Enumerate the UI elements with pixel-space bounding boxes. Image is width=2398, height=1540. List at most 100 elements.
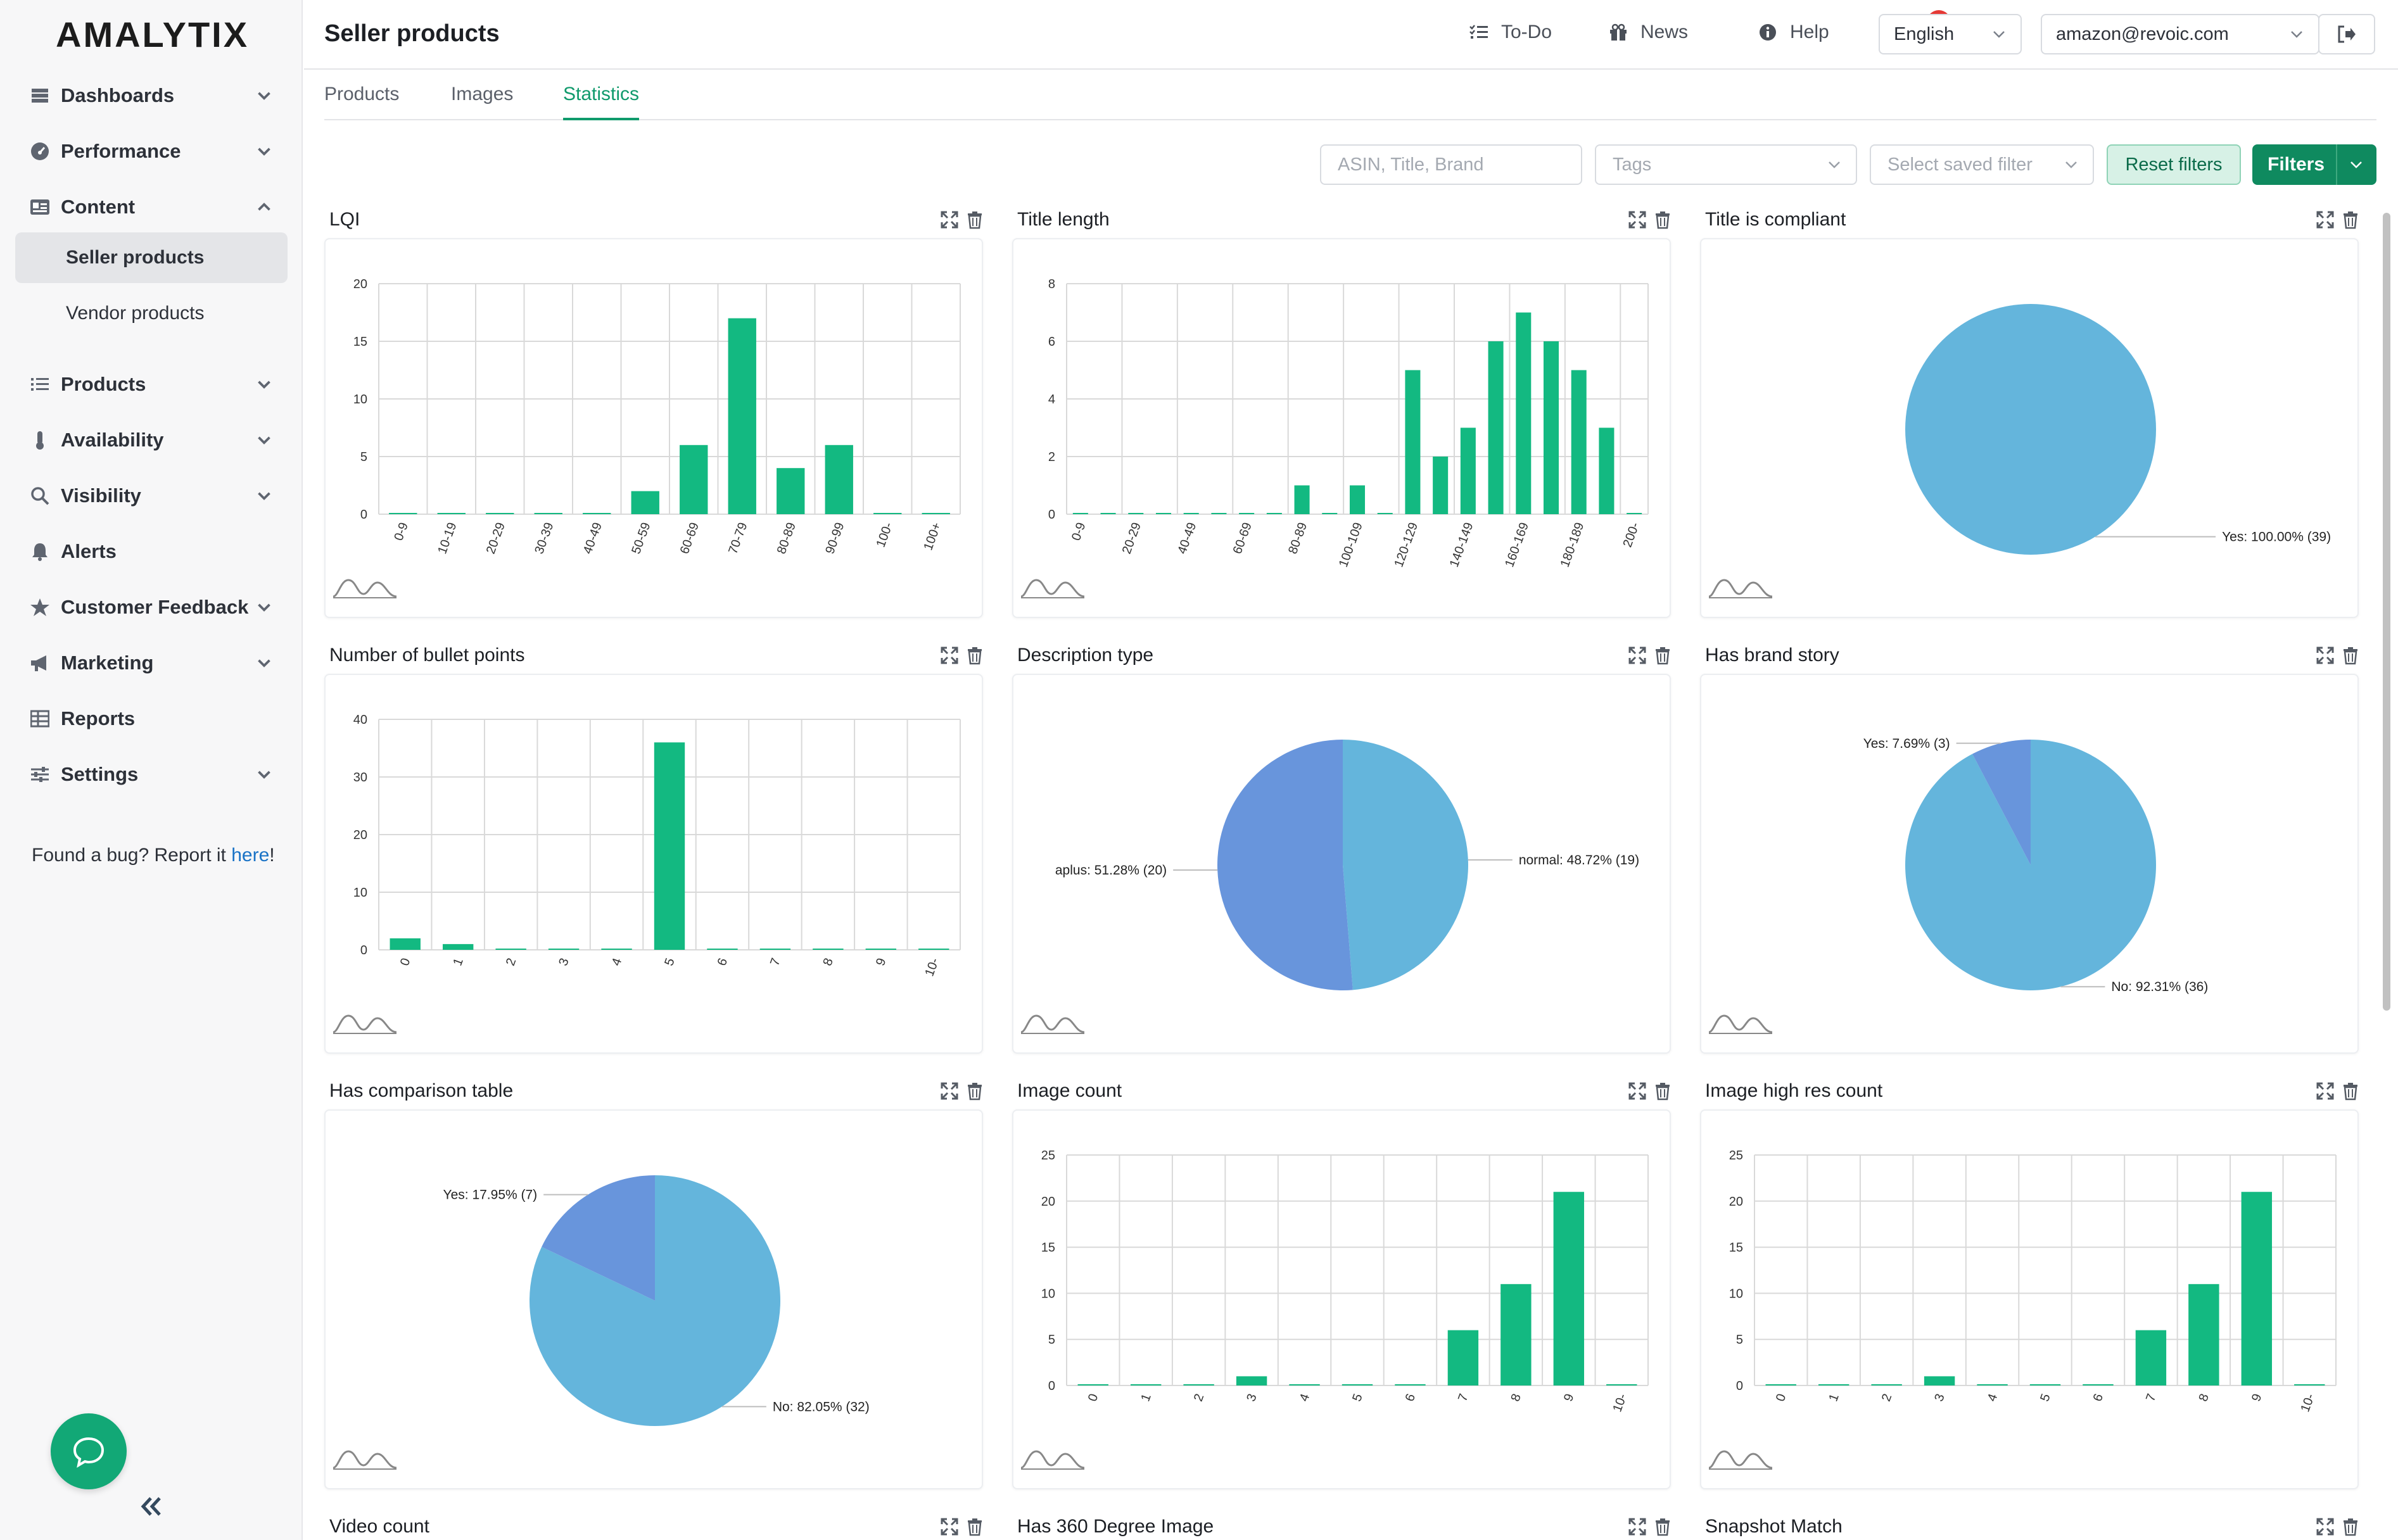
sidebar-item-marketing[interactable]: Marketing <box>0 635 303 691</box>
tab-products[interactable]: Products <box>324 84 400 104</box>
expand-icon[interactable] <box>1628 1082 1647 1101</box>
bar[interactable] <box>1571 370 1587 515</box>
todo-link[interactable]: To-Do <box>1469 22 1552 43</box>
trash-icon[interactable] <box>965 1082 984 1101</box>
bar[interactable] <box>437 513 466 514</box>
logout-button[interactable] <box>2318 14 2375 54</box>
bar[interactable] <box>1543 341 1559 514</box>
bar[interactable] <box>2241 1192 2273 1385</box>
bar[interactable] <box>2188 1284 2219 1385</box>
bar[interactable] <box>1488 341 1504 514</box>
bar[interactable] <box>1266 513 1282 514</box>
bar[interactable] <box>1183 513 1199 514</box>
expand-icon[interactable] <box>940 1517 959 1536</box>
bar[interactable] <box>2083 1384 2114 1385</box>
pie-slice[interactable] <box>1343 740 1468 990</box>
bar[interactable] <box>486 513 514 514</box>
expand-icon[interactable] <box>940 646 959 665</box>
bar[interactable] <box>759 949 791 950</box>
bar[interactable] <box>1871 1384 1902 1385</box>
news-link[interactable]: News <box>1609 22 1688 43</box>
distribution-curve-icon[interactable] <box>1020 1446 1086 1472</box>
bar[interactable] <box>601 949 632 950</box>
bar[interactable] <box>1239 513 1255 514</box>
bar[interactable] <box>2294 1384 2325 1385</box>
bar[interactable] <box>918 949 949 950</box>
distribution-curve-icon[interactable] <box>1020 575 1086 600</box>
bar[interactable] <box>1130 1384 1162 1385</box>
scrollbar-thumb[interactable] <box>2383 213 2390 1011</box>
sidebar-item-dashboards[interactable]: Dashboards <box>0 68 303 123</box>
bar[interactable] <box>922 513 950 514</box>
help-link[interactable]: Help <box>1758 22 1829 43</box>
bar[interactable] <box>707 949 738 950</box>
bar[interactable] <box>548 949 580 950</box>
bar[interactable] <box>1818 1384 1849 1385</box>
account-select[interactable]: amazon@revoic.com <box>2041 14 2319 54</box>
bar[interactable] <box>1236 1376 1267 1385</box>
expand-icon[interactable] <box>1628 210 1647 229</box>
sidebar-item-products[interactable]: Products <box>0 357 303 412</box>
sidebar-item-visibility[interactable]: Visibility <box>0 468 303 524</box>
sidebar-item-settings[interactable]: Settings <box>0 747 303 802</box>
bar[interactable] <box>1395 1384 1426 1385</box>
bar[interactable] <box>1342 1384 1373 1385</box>
expand-icon[interactable] <box>940 1082 959 1101</box>
distribution-curve-icon[interactable] <box>332 1446 398 1472</box>
bar[interactable] <box>1606 1384 1637 1385</box>
sidebar-item-reports[interactable]: Reports <box>0 691 303 747</box>
tab-images[interactable]: Images <box>451 84 514 104</box>
expand-icon[interactable] <box>940 210 959 229</box>
bar[interactable] <box>1553 1192 1585 1385</box>
bar[interactable] <box>1460 427 1476 515</box>
filters-button[interactable]: Filters <box>2252 144 2376 185</box>
trash-icon[interactable] <box>1653 1517 1672 1536</box>
bar[interactable] <box>1405 370 1421 515</box>
distribution-curve-icon[interactable] <box>332 575 398 600</box>
bar[interactable] <box>631 491 659 514</box>
expand-icon[interactable] <box>1628 646 1647 665</box>
tab-statistics[interactable]: Statistics <box>563 84 640 120</box>
bar[interactable] <box>728 318 756 514</box>
trash-icon[interactable] <box>965 210 984 229</box>
expand-icon[interactable] <box>2316 1082 2335 1101</box>
distribution-curve-icon[interactable] <box>1708 1446 1773 1472</box>
distribution-curve-icon[interactable] <box>332 1011 398 1036</box>
expand-icon[interactable] <box>2316 210 2335 229</box>
bar[interactable] <box>1289 1384 1320 1385</box>
sidebar-item-customer-feedback[interactable]: Customer Feedback <box>0 579 303 635</box>
bar[interactable] <box>390 938 421 950</box>
bar[interactable] <box>583 513 611 514</box>
bar[interactable] <box>825 445 853 514</box>
bar[interactable] <box>1516 312 1532 515</box>
distribution-curve-icon[interactable] <box>1020 1011 1086 1036</box>
sidebar-item-alerts[interactable]: Alerts <box>0 524 303 579</box>
language-select[interactable]: English <box>1879 14 2022 54</box>
bar[interactable] <box>1765 1384 1796 1385</box>
bar[interactable] <box>873 513 902 514</box>
trash-icon[interactable] <box>2341 210 2360 229</box>
amalytix-logo[interactable]: AMALYTIX <box>56 15 250 54</box>
chat-button[interactable] <box>51 1413 127 1489</box>
distribution-curve-icon[interactable] <box>1708 1011 1773 1036</box>
bar[interactable] <box>1627 513 1642 514</box>
bar[interactable] <box>654 742 685 950</box>
bar[interactable] <box>495 949 526 950</box>
search-input[interactable]: ASIN, Title, Brand <box>1320 144 1582 185</box>
sidebar-subitem-vendor-products[interactable]: Vendor products <box>15 288 288 339</box>
bar[interactable] <box>1072 513 1088 514</box>
bar[interactable] <box>1128 513 1144 514</box>
expand-icon[interactable] <box>1628 1517 1647 1536</box>
bar[interactable] <box>442 944 474 950</box>
bar[interactable] <box>1077 1384 1108 1385</box>
bar[interactable] <box>1433 457 1449 514</box>
trash-icon[interactable] <box>965 1517 984 1536</box>
sidebar-item-performance[interactable]: Performance <box>0 123 303 179</box>
pie-slice[interactable] <box>542 1175 655 1301</box>
tags-select[interactable]: Tags <box>1595 144 1857 185</box>
sidebar-subitem-seller-products[interactable]: Seller products <box>15 232 288 283</box>
bar[interactable] <box>777 468 805 514</box>
bug-report-link[interactable]: here <box>231 845 270 866</box>
trash-icon[interactable] <box>965 646 984 665</box>
bar[interactable] <box>1100 513 1116 514</box>
